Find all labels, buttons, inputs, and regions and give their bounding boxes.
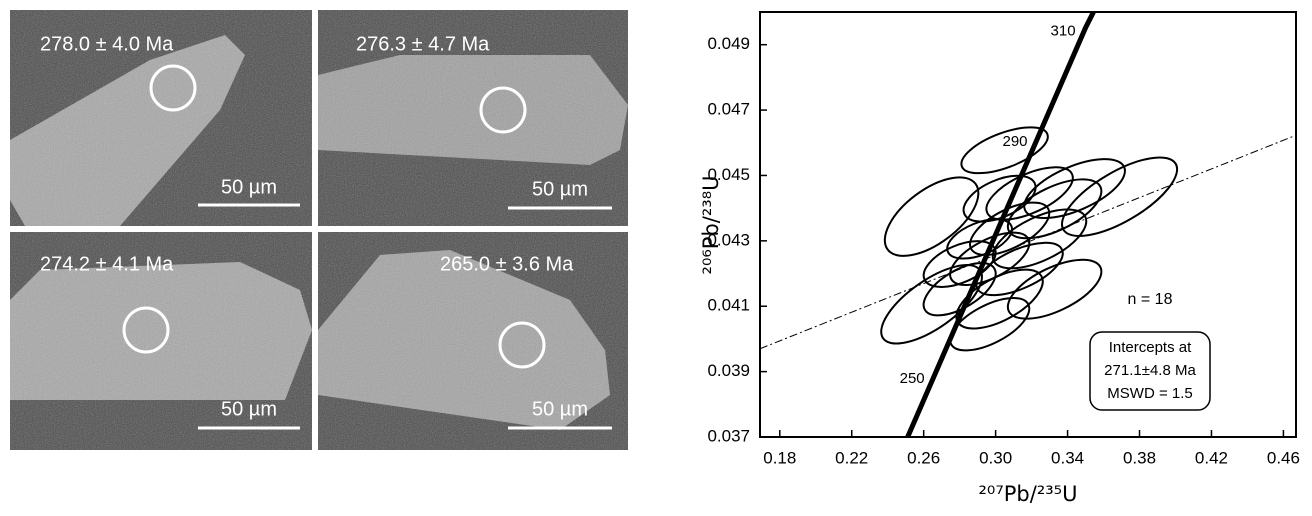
y-axis-label: ²⁰⁶Pb/²³⁸U [699, 176, 723, 275]
y-tick-label: 0.047 [707, 100, 750, 119]
error-ellipse [883, 176, 980, 257]
n-label: n = 18 [1128, 291, 1173, 308]
x-axis-label: ²⁰⁷Pb/²³⁵U [979, 482, 1078, 506]
x-tick-label: 0.46 [1267, 448, 1300, 467]
spot [122, 306, 170, 354]
error-ellipse [880, 264, 983, 345]
x-tick-label: 0.26 [907, 448, 940, 467]
gap [10, 226, 628, 232]
y-tick-label: 0.049 [707, 34, 750, 53]
y-tick-label: 0.043 [707, 230, 750, 249]
error-ellipse [962, 174, 1037, 223]
x-tick-label: 0.34 [1051, 448, 1084, 467]
y-tick-label: 0.039 [707, 361, 750, 380]
y-tick-label: 0.037 [707, 426, 750, 445]
scale-label: 50 µm [221, 398, 277, 420]
error-ellipse [1023, 158, 1126, 219]
age-label: 276.3 ± 4.7 Ma [356, 33, 490, 55]
plot-content: 250 290 310 [759, 10, 1297, 438]
error-ellipse [922, 262, 997, 317]
x-tick-label: 0.38 [1123, 448, 1156, 467]
age-tick-label: 290 [1003, 133, 1028, 150]
scale-label: 50 µm [532, 178, 588, 200]
spot [149, 64, 197, 112]
x-tick-label: 0.18 [763, 448, 796, 467]
concordia-curve [905, 10, 1096, 438]
x-tick-label: 0.22 [835, 448, 868, 467]
scale-label: 50 µm [221, 176, 277, 198]
error-ellipse [960, 126, 1049, 175]
error-ellipse [1060, 156, 1179, 237]
annotation: 271.1±4.8 Ma [1104, 362, 1196, 379]
annotation: MSWD = 1.5 [1107, 385, 1192, 402]
age-tick-label: 250 [900, 370, 925, 387]
spot [479, 86, 527, 134]
scale-label: 50 µm [532, 398, 588, 420]
spot [498, 321, 546, 369]
error-ellipse [1006, 258, 1103, 320]
age-tick-label: 310 [1051, 23, 1076, 40]
x-tick-label: 0.42 [1195, 448, 1228, 467]
x-tick-label: 0.30 [979, 448, 1012, 467]
cl-images: 278.0 ± 4.0 Ma 276.3 ± 4.7 Ma 274.2 ± 4.… [10, 10, 628, 450]
intercept-box [1089, 331, 1211, 411]
y-tick-label: 0.041 [707, 296, 750, 315]
error-ellipse [949, 297, 1031, 352]
plot-frame [759, 11, 1297, 438]
y-tick-label: 0.045 [707, 165, 750, 184]
age-label: 274.2 ± 4.1 Ma [40, 253, 174, 275]
discordia-line [759, 134, 1297, 350]
annotation: Intercepts at [1109, 339, 1192, 356]
age-label: 278.0 ± 4.0 Ma [40, 33, 174, 55]
error-ellipse [1006, 178, 1103, 240]
age-label: 265.0 ± 3.6 Ma [440, 253, 574, 275]
